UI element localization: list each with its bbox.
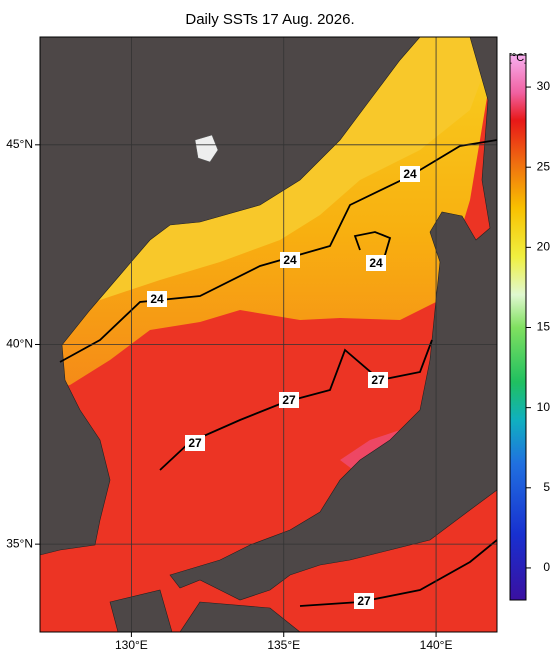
contour-label: 24: [403, 167, 417, 181]
contour-label-box: [400, 166, 420, 182]
colorbar-unit: [°C]: [509, 52, 527, 64]
sea-hot-patch: [340, 430, 400, 475]
contour-label: 27: [357, 594, 371, 608]
land-continent: [40, 37, 421, 556]
contour-label: 27: [188, 436, 202, 450]
land-japan: [169, 37, 497, 601]
contour-label: 27: [282, 393, 296, 407]
contour-label-box: [280, 252, 300, 268]
lake: [194, 134, 219, 163]
colorbar-tick-label: 5: [543, 480, 550, 494]
contour-label: 24: [369, 256, 383, 270]
contour-label-box: [366, 255, 386, 271]
land-shikoku: [179, 601, 301, 632]
contour-line: [299, 539, 497, 607]
colorbar-tick-label: 20: [537, 240, 551, 254]
y-tick-label: 45°N: [6, 137, 33, 151]
contour-label: 27: [371, 373, 385, 387]
contour-label-box: [368, 372, 388, 388]
x-tick-label: 140°E: [420, 638, 453, 652]
contour-label-box: [185, 435, 205, 451]
contour-labels: 24 24 24 24 27 27 27 27: [147, 166, 420, 609]
map-area: 24 24 24 24 27 27 27 27: [40, 37, 497, 632]
contour-label-box: [147, 291, 167, 307]
y-tick-label: 40°N: [6, 337, 33, 351]
map-frame: [39, 36, 498, 633]
map-title: Daily SSTs 17 Aug. 2026.: [185, 11, 354, 28]
colorbar-tick-label: 25: [537, 159, 551, 173]
contour-label-box: [279, 392, 299, 408]
contour-label: 24: [283, 253, 297, 267]
land-kyushu: [109, 589, 173, 632]
colorbar: [509, 54, 527, 601]
x-tick-label: 130°E: [115, 638, 148, 652]
y-tick-label: 35°N: [6, 536, 33, 550]
contour-line: [159, 339, 433, 471]
colorbar-tick-label: 30: [537, 79, 551, 93]
colorbar-tick-label: 0: [543, 560, 550, 574]
contour-label: 24: [150, 292, 164, 306]
colorbar-tick-label: 10: [537, 400, 551, 414]
contour-label-box: [354, 593, 374, 609]
graticule: [40, 37, 497, 632]
colorbar-tick-label: 15: [537, 320, 551, 334]
x-tick-label: 135°E: [267, 638, 300, 652]
